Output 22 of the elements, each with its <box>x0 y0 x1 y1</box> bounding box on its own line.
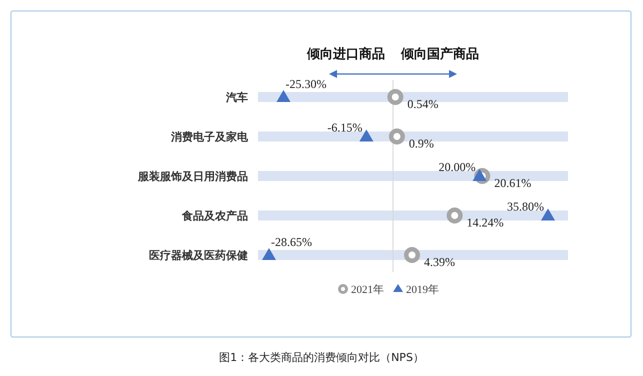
text: 倾向国产商品 <box>400 46 480 62</box>
point <box>262 248 276 260</box>
text: 倾向进口商品 <box>306 46 386 62</box>
data-label: -28.65% <box>271 235 312 249</box>
data-label: 35.80% <box>507 200 544 214</box>
y-tick-label: 食品及农产品 <box>181 210 248 222</box>
data-label: 20.61% <box>494 176 532 190</box>
data-label: 20.00% <box>438 160 476 174</box>
data-label: 4.39% <box>424 255 456 269</box>
y-tick-label: 消费电子及家电 <box>170 130 249 144</box>
legend-label: 2021年 <box>351 284 384 296</box>
data-label: 14.24% <box>466 216 504 230</box>
caption: 图1：各大类商品的消费倾向对比（NPS） <box>219 351 424 364</box>
point <box>276 90 290 102</box>
data-label: 0.9% <box>408 136 434 150</box>
data-label: 0.54% <box>407 97 438 111</box>
y-tick-label: 服装服饰及日用消费品 <box>137 170 248 183</box>
y-tick-label: 医疗器械及医药保健 <box>149 249 248 262</box>
y-tick-label: 汽车 <box>225 91 248 104</box>
data-label: -25.30% <box>286 77 326 91</box>
data-label: -6.15% <box>327 120 362 134</box>
legend-label: 2019年 <box>406 284 440 296</box>
